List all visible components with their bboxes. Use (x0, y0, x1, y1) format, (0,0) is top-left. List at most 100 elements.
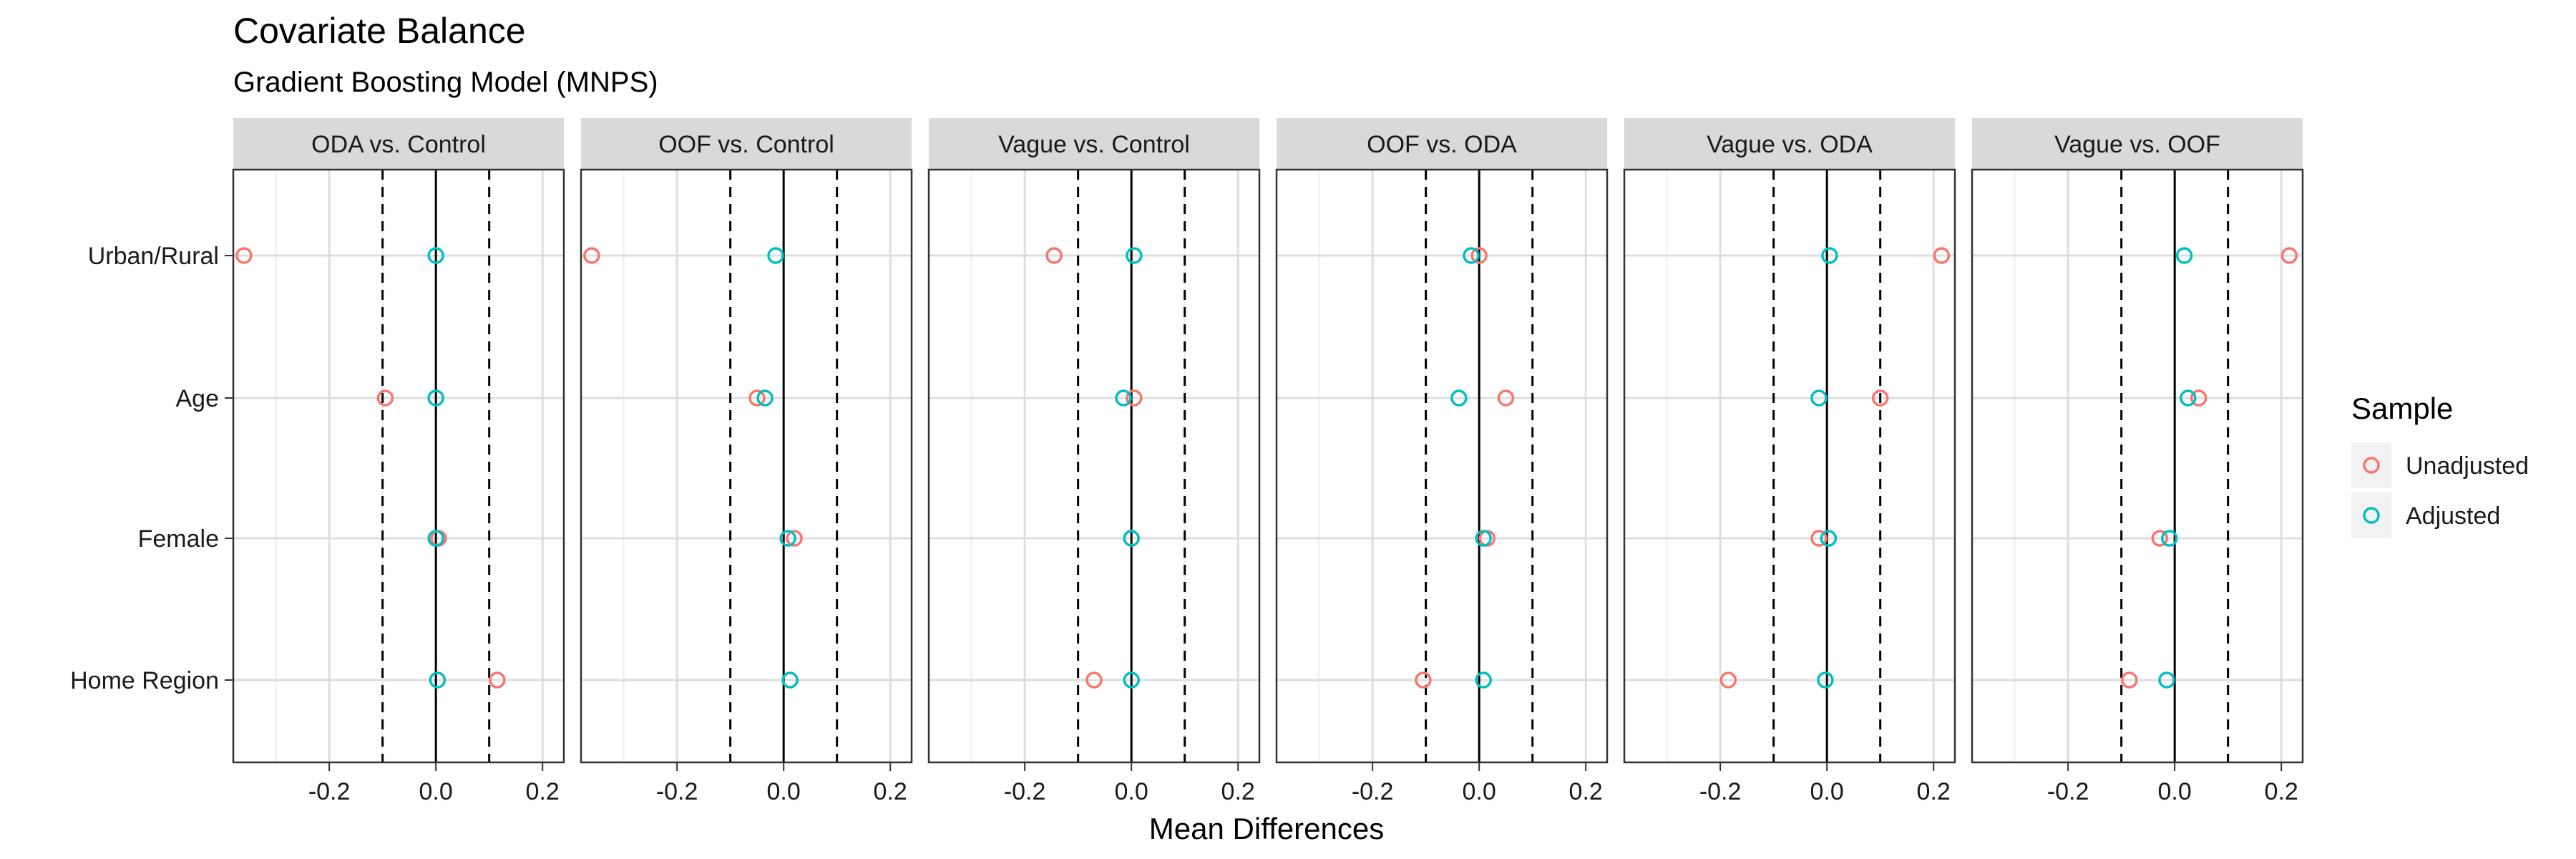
x-tick-label: 0.2 (1221, 778, 1255, 805)
chart-title: Covariate Balance (233, 11, 526, 51)
data-point-unadjusted (1810, 530, 1828, 547)
x-tick-label: 0.2 (1569, 778, 1603, 805)
data-point-adjusted (1115, 389, 1132, 407)
legend-title: Sample (2351, 392, 2453, 425)
facet-panel: OOF vs. ODA -0.2 0.0 0.2 (1275, 118, 1609, 805)
facet-strip (929, 118, 1259, 170)
x-tick-label: 0.0 (1463, 778, 1496, 805)
facet-strip (1624, 118, 1955, 170)
data-point-adjusted (2180, 389, 2197, 407)
facet-strip-label: Vague vs. Control (998, 131, 1190, 158)
legend-label: Adjusted (2406, 503, 2500, 530)
facet-panel: ODA vs. Control -0.2 0.0 0.2 (232, 118, 565, 805)
data-point-unadjusted (2151, 530, 2169, 547)
x-tick-label: 0.0 (2158, 778, 2192, 805)
data-point-adjusted (427, 530, 444, 547)
x-tick-label: 0.2 (1917, 778, 1951, 805)
facet-strip-label: OOF vs. Control (658, 131, 834, 158)
data-point-unadjusted (1470, 247, 1488, 264)
facet-panel: OOF vs. Control -0.2 0.0 0.2 (580, 118, 913, 805)
x-tick-label: 0.0 (1115, 778, 1148, 805)
x-axis-title: Mean Differences (1149, 812, 1384, 845)
data-point-adjusted (1463, 247, 1480, 264)
data-point-unadjusted (1085, 671, 1103, 689)
data-point-unadjusted (1126, 389, 1143, 407)
data-point-adjusted (779, 530, 796, 547)
data-point-unadjusted (1045, 247, 1063, 264)
data-point-unadjusted (583, 247, 600, 264)
panel-border (927, 168, 1261, 764)
legend-key (2351, 492, 2391, 538)
x-tick-label: 0.2 (526, 778, 560, 805)
x-tick-label: -0.2 (2047, 778, 2089, 805)
x-tick-label: 0.2 (874, 778, 907, 805)
y-tick-label: Age (176, 385, 220, 412)
legend-label: Unadjusted (2406, 452, 2529, 480)
data-point-unadjusted (235, 247, 253, 264)
facet-strip-label: Vague vs. OOF (2054, 131, 2220, 158)
data-point-adjusted (781, 671, 799, 689)
data-point-adjusted (429, 671, 447, 689)
data-point-adjusted (756, 389, 774, 407)
legend-symbol (2363, 507, 2380, 524)
data-point-unadjusted (2121, 671, 2138, 689)
data-point-adjusted (1475, 530, 1492, 547)
x-tick-label: 0.0 (767, 778, 801, 805)
data-point-unadjusted (786, 530, 803, 547)
x-tick-label: -0.2 (656, 778, 698, 805)
x-tick-label: -0.2 (1699, 778, 1742, 805)
facet-strip-label: ODA vs. Control (311, 131, 486, 158)
facet-panel: Vague vs. ODA -0.2 0.0 0.2 (1623, 118, 1956, 805)
data-point-adjusted (1123, 671, 1140, 689)
legend-key (2351, 442, 2391, 488)
data-point-adjusted (1821, 247, 1838, 264)
data-point-unadjusted (1497, 389, 1515, 407)
facet-strip (581, 118, 912, 170)
data-point-adjusted (1450, 389, 1468, 407)
data-point-adjusted (1817, 671, 1834, 689)
facet-panel: Vague vs. OOF -0.2 0.0 0.2 (1971, 118, 2304, 805)
facet-strip (233, 118, 564, 170)
y-tick-label: Home Region (70, 667, 219, 694)
data-point-unadjusted (1871, 389, 1889, 407)
data-point-unadjusted (1415, 671, 1432, 689)
data-point-adjusted (427, 247, 444, 264)
y-axis: Urban/Rural Age Female Home Region (70, 243, 233, 694)
facet-strip-label: OOF vs. ODA (1367, 131, 1517, 158)
x-tick-label: 0.0 (419, 778, 453, 805)
y-tick-label: Urban/Rural (88, 243, 219, 270)
panel-border (1623, 168, 1956, 764)
data-point-adjusted (1123, 530, 1140, 547)
panel-border (232, 168, 565, 764)
x-tick-label: 0.0 (1810, 778, 1844, 805)
data-point-adjusted (767, 247, 784, 264)
data-point-adjusted (2160, 530, 2178, 547)
panel-border (1275, 168, 1609, 764)
legend-symbol (2363, 457, 2380, 474)
facet-strip (1277, 118, 1607, 170)
data-point-adjusted (1126, 247, 1143, 264)
data-point-unadjusted (2280, 247, 2298, 264)
data-point-unadjusted (376, 389, 394, 407)
x-tick-label: 0.2 (2265, 778, 2298, 805)
legend: Sample Unadjusted Adjusted (2351, 392, 2529, 538)
data-point-unadjusted (748, 389, 766, 407)
data-point-adjusted (1475, 671, 1492, 689)
data-point-unadjusted (1933, 247, 1951, 264)
data-point-adjusted (1810, 389, 1828, 407)
facet-strip-label: Vague vs. ODA (1707, 131, 1873, 158)
x-tick-label: -0.2 (1352, 778, 1394, 805)
data-point-unadjusted (2190, 389, 2207, 407)
data-point-adjusted (427, 389, 444, 407)
facet-strip (1972, 118, 2303, 170)
panel-border (1971, 168, 2304, 764)
chart-subtitle: Gradient Boosting Model (MNPS) (233, 67, 658, 98)
data-point-unadjusted (1719, 671, 1737, 689)
y-tick-label: Female (138, 525, 219, 553)
panel-border (580, 168, 913, 764)
data-point-adjusted (2175, 247, 2193, 264)
facet-panel: Vague vs. Control -0.2 0.0 0.2 (927, 118, 1261, 805)
x-tick-label: -0.2 (1004, 778, 1046, 805)
